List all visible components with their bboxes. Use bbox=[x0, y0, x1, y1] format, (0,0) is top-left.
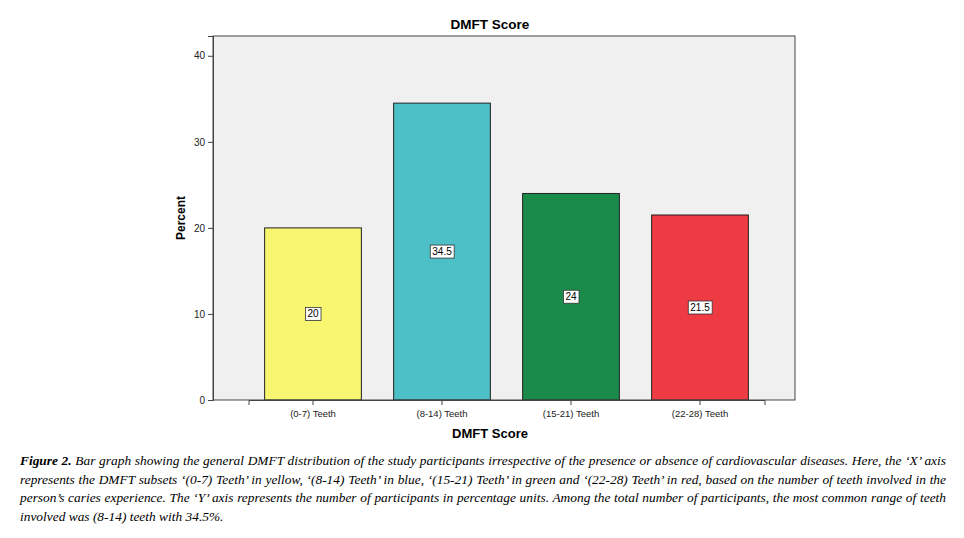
data-label: 24 bbox=[565, 291, 577, 302]
data-label-group: 34.5 bbox=[430, 245, 454, 258]
y-axis-title: Percent bbox=[174, 196, 188, 240]
bar bbox=[523, 193, 620, 400]
y-tick-label: 10 bbox=[194, 309, 206, 320]
data-label: 21.5 bbox=[690, 302, 710, 313]
bar bbox=[265, 228, 362, 400]
y-tick-label: 0 bbox=[199, 395, 205, 406]
data-label-box bbox=[688, 301, 712, 314]
y-tick: 20 bbox=[194, 223, 213, 234]
data-label-group: 20 bbox=[305, 307, 321, 320]
caption-space bbox=[72, 453, 76, 468]
x-tick-label: (8-14) Teeth bbox=[416, 408, 467, 419]
plot-frame bbox=[213, 36, 795, 400]
x-tick: (8-14) Teeth bbox=[416, 400, 467, 419]
data-label: 20 bbox=[307, 308, 319, 319]
data-label-box bbox=[430, 245, 454, 258]
y-tick-label: 40 bbox=[194, 50, 206, 61]
x-tick-label: (15-21) Teeth bbox=[543, 408, 599, 419]
y-tick-label: 20 bbox=[194, 223, 206, 234]
caption-label: Figure 2. bbox=[20, 453, 72, 468]
x-tick-label: (0-7) Teeth bbox=[290, 408, 336, 419]
y-tick-mark bbox=[208, 400, 213, 401]
x-tick-mark bbox=[700, 400, 701, 405]
y-axis-line bbox=[208, 37, 214, 401]
y-tick: 30 bbox=[194, 137, 213, 148]
y-tick-label: 30 bbox=[194, 137, 206, 148]
x-tick: (22-28) Teeth bbox=[672, 400, 728, 419]
plot-background bbox=[213, 36, 795, 400]
data-label-group: 24 bbox=[563, 290, 579, 303]
y-tick-mark bbox=[208, 56, 213, 57]
data-labels: 20 34.5 24 21.5 bbox=[305, 245, 712, 320]
caption-text: Bar graph showing the general DMFT distr… bbox=[20, 453, 946, 524]
y-tick-mark bbox=[208, 228, 213, 229]
y-axis: 0 10 20 30 40 bbox=[194, 37, 214, 406]
x-axis: (0-7) Teeth (8-14) Teeth (15-21) Teeth (22-… bbox=[249, 400, 765, 419]
data-label-box bbox=[563, 290, 579, 303]
y-tick: 10 bbox=[194, 309, 213, 320]
y-tick: 40 bbox=[194, 50, 213, 61]
x-tick-mark bbox=[313, 400, 314, 405]
data-label: 34.5 bbox=[432, 246, 452, 257]
y-tick-mark bbox=[208, 142, 213, 143]
data-label-box bbox=[305, 307, 321, 320]
data-label-group: 21.5 bbox=[688, 301, 712, 314]
x-axis-line bbox=[249, 401, 765, 406]
bar bbox=[394, 103, 491, 400]
bars bbox=[265, 103, 749, 400]
bar bbox=[652, 215, 749, 400]
x-tick: (15-21) Teeth bbox=[543, 400, 599, 419]
x-tick-mark bbox=[442, 400, 443, 405]
y-tick-mark bbox=[208, 314, 213, 315]
x-tick: (0-7) Teeth bbox=[290, 400, 336, 419]
x-tick-mark bbox=[571, 400, 572, 405]
chart-title: DMFT Score bbox=[451, 17, 530, 32]
y-tick: 0 bbox=[199, 395, 213, 406]
caption-box: Figure 2. Bar graph showing the general … bbox=[20, 452, 946, 526]
x-tick-label: (22-28) Teeth bbox=[672, 408, 728, 419]
x-axis-title: DMFT Score bbox=[452, 426, 528, 441]
